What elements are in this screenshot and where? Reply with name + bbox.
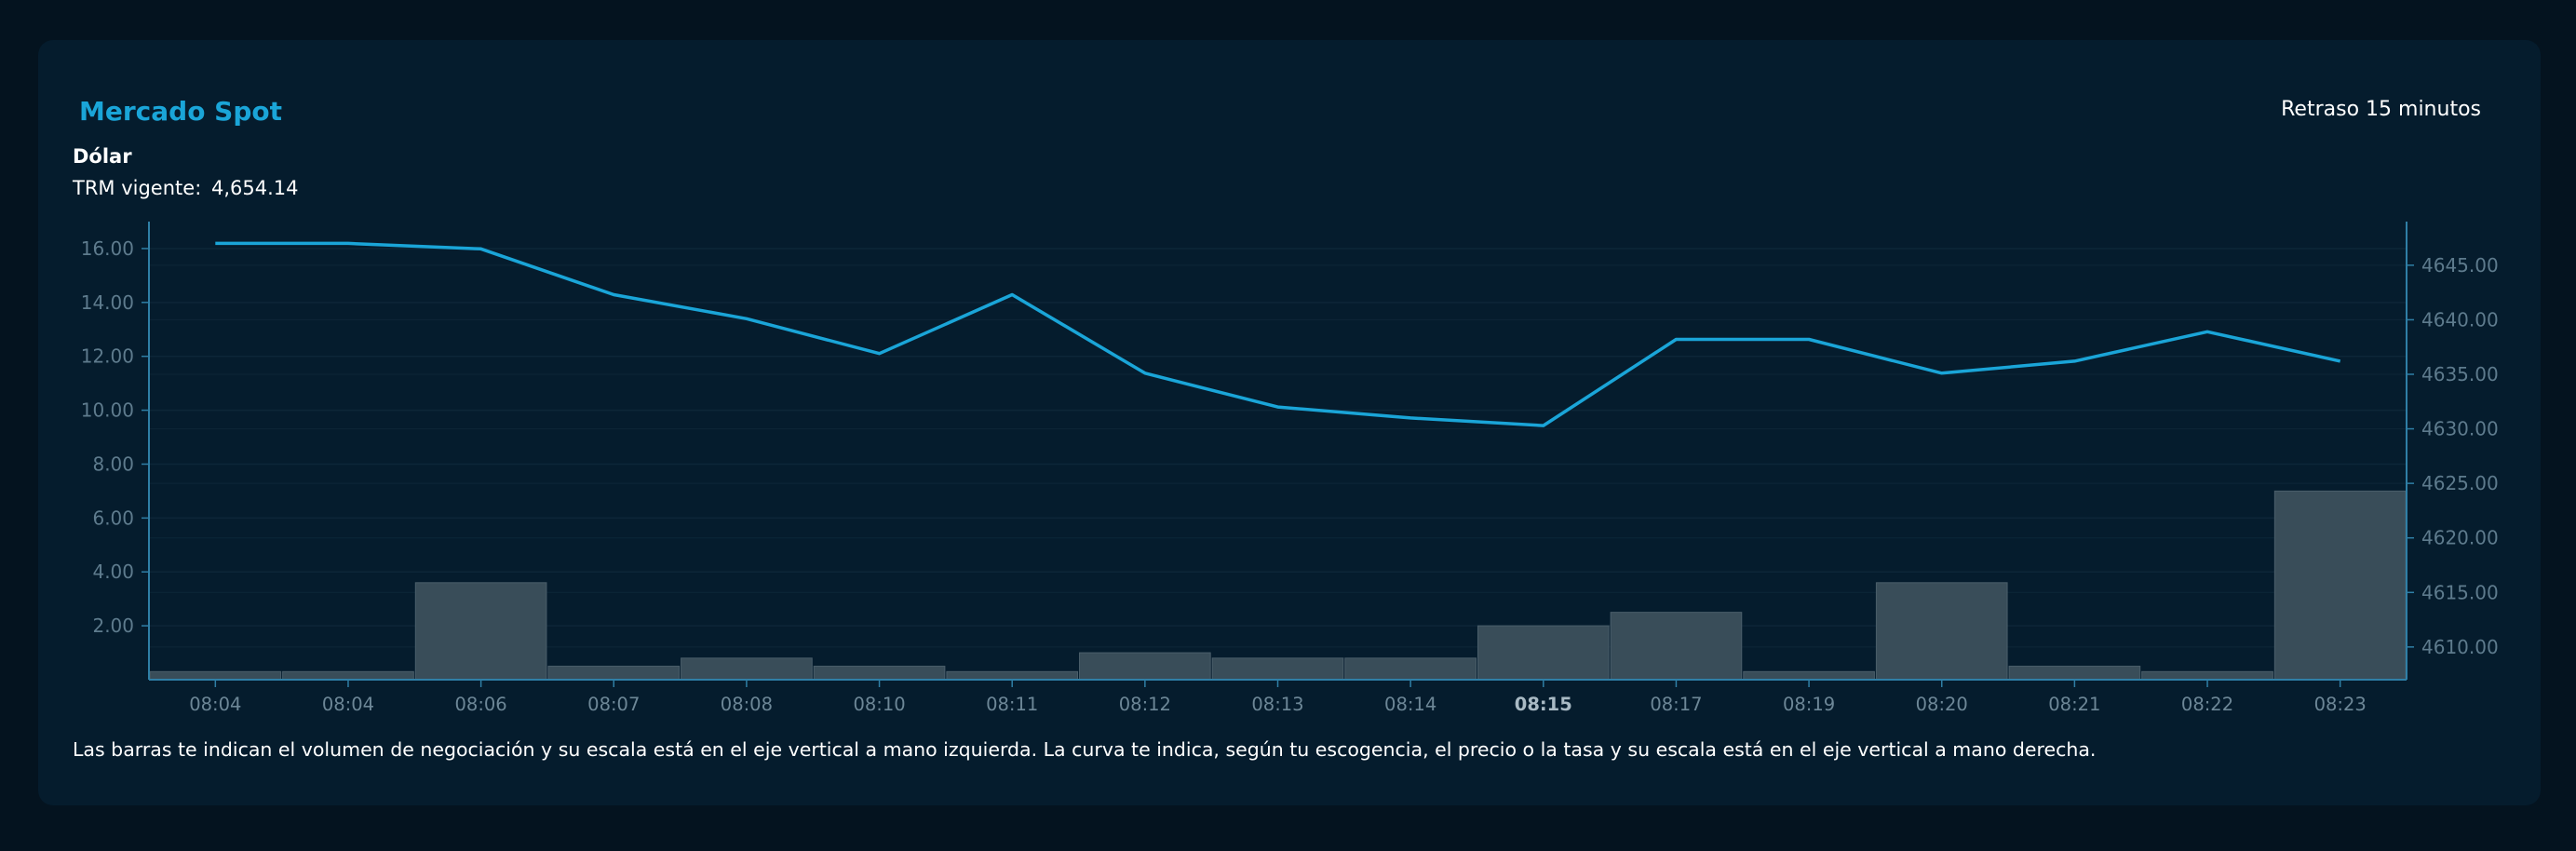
x-tick-label: 08:22 xyxy=(2181,694,2233,715)
x-tick-label: 08:14 xyxy=(1384,694,1436,715)
x-tick-label: 08:15 xyxy=(1515,694,1572,715)
volume-bar xyxy=(1610,612,1743,681)
delay-notice: Retraso 15 minutos xyxy=(2281,98,2481,121)
x-tick-label: 08:13 xyxy=(1251,694,1303,715)
right-tick-label: 4610.00 xyxy=(2421,636,2499,658)
x-axis-ticks: 08:04 08:04 08:06 08:07 08:08 08:10 08:11 08:12… xyxy=(189,680,2367,715)
volume-bar xyxy=(1743,670,1875,681)
volume-bar xyxy=(2008,666,2141,681)
right-tick-label: 4630.00 xyxy=(2421,418,2499,440)
chart-footnote: Las barras te indican el volumen de nego… xyxy=(73,738,2097,761)
price-line xyxy=(215,241,2341,427)
x-tick-label: 08:17 xyxy=(1650,694,1702,715)
x-tick-label: 08:20 xyxy=(1916,694,1968,715)
volume-bar xyxy=(1477,625,1610,681)
trm-value: 4,654.14 xyxy=(210,177,299,199)
volume-bar xyxy=(1211,657,1344,681)
left-tick-label: 2.00 xyxy=(92,615,134,637)
trm-label: TRM vigente: xyxy=(73,177,202,199)
x-tick-label: 08:11 xyxy=(986,694,1038,715)
volume-bar xyxy=(2273,490,2407,681)
left-tick-label: 16.00 xyxy=(81,237,134,260)
x-tick-label: 08:19 xyxy=(1783,694,1835,715)
volume-bar xyxy=(813,666,946,681)
left-tick-label: 8.00 xyxy=(92,453,134,475)
x-tick-label: 08:07 xyxy=(587,694,640,715)
x-tick-label: 08:06 xyxy=(455,694,507,715)
right-tick-label: 4635.00 xyxy=(2421,363,2499,385)
left-tick-label: 6.00 xyxy=(92,507,134,529)
trm-text: TRM vigente: 4,654.14 xyxy=(73,177,298,199)
x-tick-label: 08:21 xyxy=(2048,694,2100,715)
volume-bar xyxy=(681,657,813,681)
right-tick-label: 4640.00 xyxy=(2421,308,2499,331)
volume-bar xyxy=(2141,670,2273,681)
page-title: Mercado Spot xyxy=(79,96,283,127)
right-tick-label: 4620.00 xyxy=(2421,527,2499,549)
volume-bar xyxy=(547,666,681,681)
x-tick-label: 08:12 xyxy=(1119,694,1171,715)
volume-bar xyxy=(1344,657,1477,681)
volume-bar xyxy=(414,582,547,681)
volume-bar xyxy=(149,670,282,681)
volume-bar xyxy=(1079,652,1211,681)
right-axis-ticks: 4610.00 4615.00 4620.00 4625.00 4630.00 4635.… xyxy=(2407,254,2499,658)
right-tick-label: 4625.00 xyxy=(2421,472,2499,494)
volume-bar xyxy=(946,670,1079,681)
left-axis-ticks: 2.00 4.00 6.00 8.00 10.00 12.00 14.00 16.00 xyxy=(81,237,149,637)
left-tick-label: 10.00 xyxy=(81,399,134,422)
x-tick-label: 08:23 xyxy=(2314,694,2367,715)
left-tick-label: 12.00 xyxy=(81,345,134,368)
right-tick-label: 4615.00 xyxy=(2421,581,2499,603)
currency-label: Dólar xyxy=(73,145,132,168)
volume-bars xyxy=(149,490,2407,681)
volume-bar xyxy=(1875,582,2008,681)
right-tick-label: 4645.00 xyxy=(2421,254,2499,277)
x-tick-label: 08:04 xyxy=(189,694,241,715)
x-tick-label: 08:10 xyxy=(853,694,905,715)
volume-bar xyxy=(282,670,414,681)
price-line-group xyxy=(215,241,2341,427)
left-tick-label: 14.00 xyxy=(81,291,134,314)
x-tick-label: 08:08 xyxy=(721,694,773,715)
left-tick-label: 4.00 xyxy=(92,561,134,583)
x-tick-label: 08:04 xyxy=(322,694,374,715)
